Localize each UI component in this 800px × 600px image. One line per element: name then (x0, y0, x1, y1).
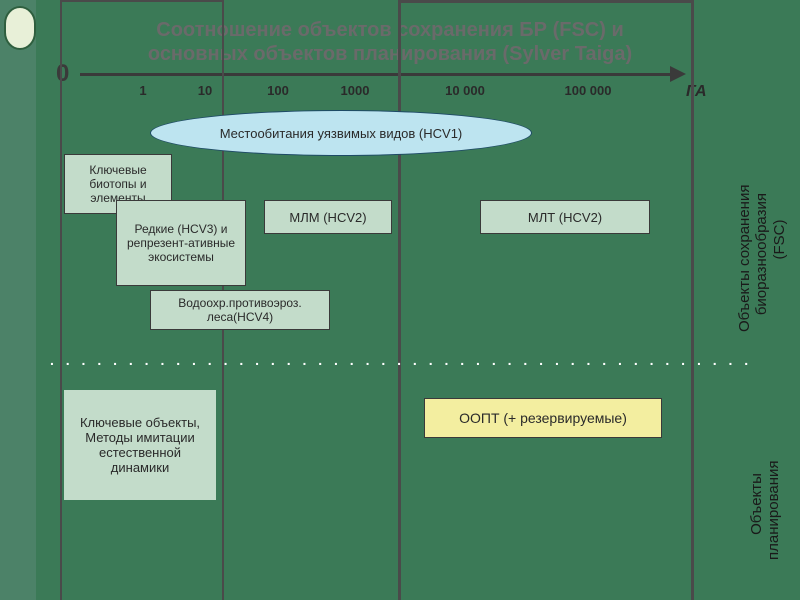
divider-dots: . . . . . . . . . . . . . . . . . . . . … (50, 352, 750, 368)
bg-stripe-left (0, 0, 36, 600)
box-key-objects: Ключевые объекты, Методы имитации естест… (64, 390, 216, 500)
box-label: МЛТ (HCV2) (528, 210, 602, 225)
box-label: Редкие (HCV3) и репрезент-ативные экосис… (123, 222, 239, 264)
frame-right (398, 0, 694, 600)
box-mlm-hcv2: МЛМ (HCV2) (264, 200, 392, 234)
box-label: Водоохр.противоэроз. леса(HCV4) (157, 296, 323, 324)
box-mlt-hcv2: МЛТ (HCV2) (480, 200, 650, 234)
vlabel-plan: Объекты планирования (748, 461, 783, 561)
box-label: Ключевые биотопы и элементы (71, 163, 165, 205)
box-label: Ключевые объекты, Методы имитации естест… (70, 415, 210, 475)
vlabel-fsc: Объекты сохранения биоразнообразия (FSC) (736, 185, 788, 332)
hcv1-ellipse: Местообитания уязвимых видов (HCV1) (150, 110, 532, 156)
diagram-page: Соотношение объектов сохранения БР (FSC)… (0, 0, 800, 600)
box-label: ООПТ (+ резервируемые) (459, 410, 627, 426)
box-label: МЛМ (HCV2) (289, 210, 366, 225)
box-oopt: ООПТ (+ резервируемые) (424, 398, 662, 438)
box-rare-hcv3: Редкие (HCV3) и репрезент-ативные экосис… (116, 200, 246, 286)
axis-tick: 1000 (330, 83, 380, 98)
hcv1-label: Местообитания уязвимых видов (HCV1) (220, 126, 463, 141)
box-water-hcv4: Водоохр.противоэроз. леса(HCV4) (150, 290, 330, 330)
logo-icon (4, 6, 36, 50)
axis-tick: 100 (258, 83, 298, 98)
